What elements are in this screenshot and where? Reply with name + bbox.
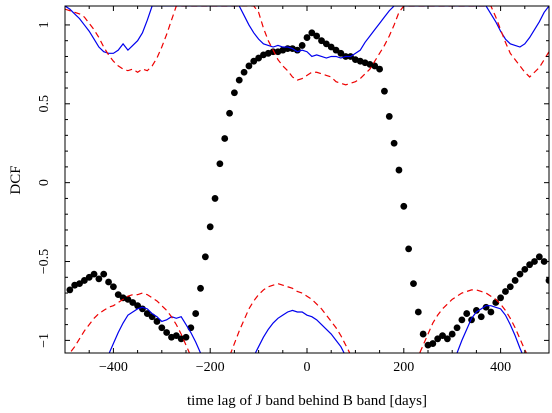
dcf-point [85, 273, 93, 281]
dcf-point [439, 332, 446, 340]
dcf-point [405, 245, 413, 253]
x-tick-label: 0 [304, 360, 311, 375]
y-axis-label: DCF [8, 165, 24, 194]
dcf-point [124, 295, 132, 303]
dcf-point [477, 313, 485, 321]
dcf-point [76, 280, 83, 287]
dcf-point [521, 266, 529, 273]
dcf-point [400, 202, 408, 210]
y-tick-label: 1 [37, 21, 52, 28]
dcf-point [453, 324, 461, 332]
dcf-point [293, 46, 301, 54]
solid-confidence-line-3 [108, 305, 523, 353]
y-tick-label: −1 [37, 333, 52, 348]
dcf-point [240, 68, 248, 76]
dcf-point [376, 65, 383, 73]
dcf-point [313, 32, 321, 40]
y-tick-label: 0.5 [37, 95, 52, 113]
dcf-point [221, 135, 229, 142]
dcf-point [535, 253, 543, 261]
dcf-point [332, 46, 340, 54]
dcf-point [443, 335, 451, 343]
dcf-point [211, 195, 219, 202]
dcf-point [434, 335, 442, 343]
dcf-point [172, 332, 180, 340]
dcf-point [458, 316, 466, 324]
dcf-point [129, 299, 137, 306]
dcf-point [419, 330, 427, 338]
y-axis: −1 −0.5 0 0.5 1 [37, 21, 549, 348]
dcf-point [371, 62, 379, 70]
dcf-point [487, 308, 495, 316]
dcf-point [80, 277, 88, 284]
dcf-point [206, 223, 214, 231]
dcf-point [337, 49, 345, 57]
dcf-point [410, 280, 417, 287]
dcf-point [318, 37, 325, 45]
dcf-point [163, 329, 171, 336]
dcf-point [497, 294, 504, 302]
dcf-point [192, 310, 200, 317]
dcf-point [506, 283, 514, 291]
dcf-point [158, 324, 166, 332]
y-tick-label: 0 [37, 179, 52, 186]
dcf-point [381, 87, 388, 95]
dcf-point [231, 89, 238, 97]
dcf-point [105, 278, 112, 286]
dcf-point [201, 253, 209, 261]
dcf-point [511, 277, 519, 284]
dcf-point [110, 283, 117, 291]
plot-frame [64, 5, 550, 354]
dcf-point [526, 261, 534, 269]
dcf-point [463, 310, 471, 317]
dcf-point [100, 270, 108, 278]
dcf-point [245, 62, 253, 70]
dcf-point [139, 305, 146, 313]
y-tick-label: −0.5 [37, 249, 52, 274]
dcf-point [255, 54, 262, 62]
dcf-point [226, 109, 233, 117]
dcf-point [303, 34, 311, 41]
dcf-point [473, 307, 480, 314]
dcf-point [95, 275, 103, 283]
dcf-point [153, 318, 161, 325]
x-axis: −400 −200 0 200 400 [64, 6, 550, 375]
dcf-point [390, 139, 398, 147]
dcf-point [545, 277, 549, 284]
dcf-point [298, 42, 306, 49]
dcf-point [114, 291, 122, 299]
dcf-point [90, 270, 98, 278]
dcf-point [66, 286, 74, 294]
dcf-point [197, 284, 204, 292]
dcf-point [148, 313, 156, 321]
dcf-point [414, 308, 422, 316]
dcf-point [216, 160, 224, 168]
dcf-point [250, 57, 258, 65]
solid-confidence-line-1 [65, 6, 549, 59]
x-tick-label: 400 [490, 360, 511, 375]
dcf-point [385, 113, 393, 120]
dcf-point [395, 166, 403, 174]
x-tick-label: 200 [393, 360, 414, 375]
dashed-confidence-line-4 [69, 282, 528, 353]
dcf-point [448, 330, 456, 338]
x-axis-label: time lag of J band behind B band [days] [187, 393, 427, 409]
dcf-point [429, 340, 437, 347]
dcf-point [308, 29, 316, 37]
dcf-point [143, 310, 151, 317]
dcf-point [235, 76, 243, 84]
plot-area [65, 6, 549, 353]
dashed-confidence-line-2 [65, 6, 549, 86]
x-tick-label: −200 [196, 360, 225, 375]
dcf-point [327, 43, 335, 51]
dcf-point [516, 270, 524, 278]
x-tick-label: −400 [99, 360, 128, 375]
dcf-point [182, 333, 190, 341]
dcf-point [531, 258, 538, 265]
dcf-point [134, 302, 142, 310]
dcf-points [66, 29, 549, 349]
dcf-point [322, 40, 330, 48]
dcf-point [502, 288, 509, 295]
